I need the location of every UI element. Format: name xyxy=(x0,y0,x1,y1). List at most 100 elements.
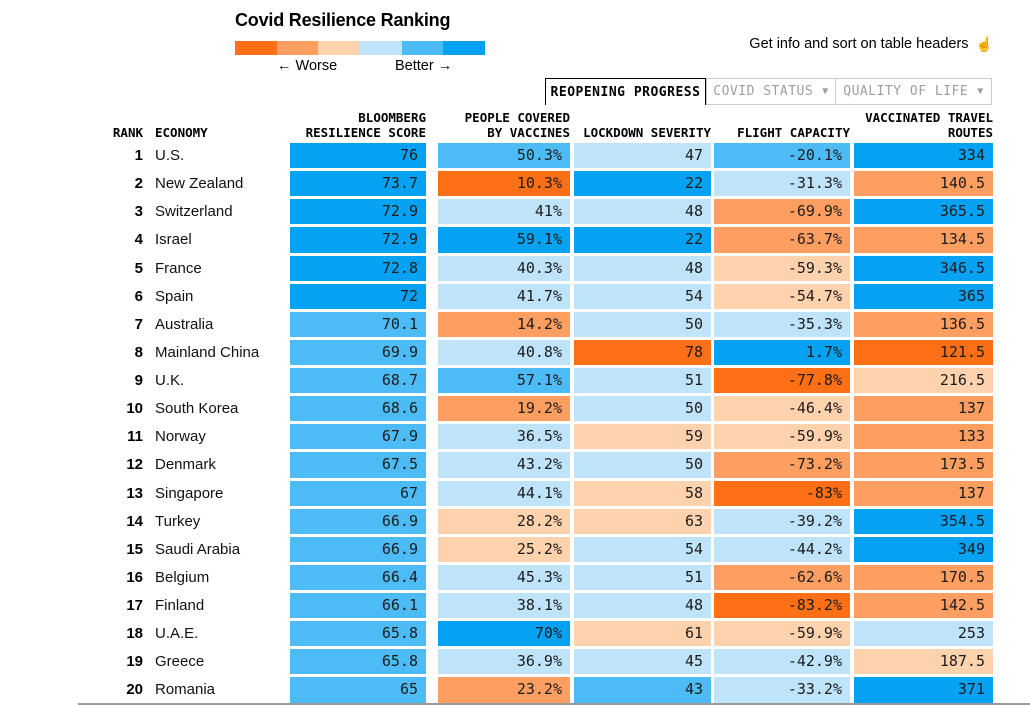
cell-flight-capacity: -77.8% xyxy=(714,368,850,394)
table-row: 11 Norway 67.9 36.5% 59 -59.9% 133 xyxy=(0,424,993,450)
cell-lockdown-severity: 58 xyxy=(574,480,711,506)
cell-slot: 65.8 xyxy=(290,649,426,675)
economy-name: Finland xyxy=(155,597,205,614)
cell-lockdown-severity: 51 xyxy=(574,564,711,591)
cell-flight-capacity: 1.7% xyxy=(714,339,850,366)
cell-vaccinated-travel-routes: 136.5 xyxy=(854,311,993,337)
cell-people-covered-by-vaccines: 25.2% xyxy=(438,536,570,562)
legend-color-swatch xyxy=(443,41,486,55)
cell-slot: 68.7 xyxy=(290,368,426,394)
cell-slot: 67.9 xyxy=(290,424,426,450)
cell-slot: 45.3% xyxy=(426,564,570,591)
col-header-rank[interactable]: RANK xyxy=(112,124,143,140)
cell-slot: 142.5 xyxy=(850,593,993,619)
economy-name: Australia xyxy=(155,315,214,333)
cell-slot: 50 xyxy=(570,311,711,337)
cell-vaccinated-travel-routes: 365 xyxy=(854,283,993,309)
cell-slot: -44.2% xyxy=(711,536,850,562)
cell-resilience-score: 67.5 xyxy=(290,452,426,478)
cell-vaccinated-travel-routes: 134.5 xyxy=(854,227,993,253)
cell-lockdown-severity: 22 xyxy=(574,171,711,197)
cell-slot: 187.5 xyxy=(850,649,993,675)
cell-lockdown-severity: 48 xyxy=(574,199,711,225)
cell-lockdown-severity: 54 xyxy=(574,283,711,309)
cell-resilience-score: 70.1 xyxy=(290,311,426,337)
cell-slot: 51 xyxy=(570,564,711,591)
rank-value: 18 xyxy=(126,625,143,643)
col-header-resilience-score[interactable]: BLOOMBERG RESILIENCE SCORE xyxy=(305,110,426,140)
cell-flight-capacity: -83.2% xyxy=(714,593,850,619)
rank-value: 11 xyxy=(127,428,143,446)
cell-people-covered-by-vaccines: 23.2% xyxy=(438,677,570,703)
cell-flight-capacity: -44.2% xyxy=(714,536,850,562)
col-header-lockdown-severity[interactable]: LOCKDOWN SEVERITY xyxy=(583,124,711,140)
cell-slot: -59.3% xyxy=(711,255,850,281)
cell-resilience-score: 66.4 xyxy=(290,564,426,591)
cell-lockdown-severity: 50 xyxy=(574,311,711,337)
col-header-people-covered-by-vaccines[interactable]: PEOPLE COVERED BY VACCINES xyxy=(464,110,570,140)
legend-color-swatch xyxy=(235,41,277,55)
cell-people-covered-by-vaccines: 38.1% xyxy=(438,593,570,619)
table-row: 6 Spain 72 41.7% 54 -54.7% 365 xyxy=(0,283,993,309)
cell-slot: 70.1 xyxy=(290,311,426,337)
tab-covid-status[interactable]: COVID STATUS ▼ xyxy=(706,78,836,105)
cell-flight-capacity: -33.2% xyxy=(714,677,850,703)
cell-resilience-score: 76 xyxy=(290,143,426,169)
cell-people-covered-by-vaccines: 28.2% xyxy=(438,508,570,534)
col-header-economy[interactable]: ECONOMY xyxy=(155,124,208,140)
table-row: 18 U.A.E. 65.8 70% 61 -59.9% 253 xyxy=(0,621,993,647)
rank-value: 15 xyxy=(126,540,143,558)
cell-slot: 59 xyxy=(570,424,711,450)
tab-quality-of-life[interactable]: QUALITY OF LIFE ▼ xyxy=(835,78,992,105)
legend-color-swatch xyxy=(360,41,402,55)
cell-slot: 1.7% xyxy=(711,339,850,366)
cell-slot: 346.5 xyxy=(850,255,993,281)
legend-color-swatch xyxy=(318,41,361,55)
cell-slot: 50 xyxy=(570,396,711,422)
cell-flight-capacity: -31.3% xyxy=(714,171,850,197)
cell-slot: 61 xyxy=(570,621,711,647)
cell-slot: -63.7% xyxy=(711,227,850,253)
cell-flight-capacity: -83% xyxy=(714,480,850,506)
cell-resilience-score: 69.9 xyxy=(290,339,426,366)
cell-vaccinated-travel-routes: 334 xyxy=(854,143,993,169)
economy-name: South Korea xyxy=(155,400,239,418)
cell-lockdown-severity: 59 xyxy=(574,424,711,450)
cell-vaccinated-travel-routes: 253 xyxy=(854,621,993,647)
cell-people-covered-by-vaccines: 57.1% xyxy=(438,368,570,394)
table-row: 9 U.K. 68.7 57.1% 51 -77.8% 216.5 xyxy=(0,368,993,394)
legend-color-swatch xyxy=(276,41,319,55)
cell-people-covered-by-vaccines: 40.8% xyxy=(438,339,570,366)
cell-slot: 41% xyxy=(426,199,570,225)
cell-slot: -42.9% xyxy=(711,649,850,675)
cell-vaccinated-travel-routes: 142.5 xyxy=(854,593,993,619)
col-header-vaccinated-travel-routes[interactable]: VACCINATED TRAVEL ROUTES xyxy=(865,110,993,140)
cell-slot: 44.1% xyxy=(426,480,570,506)
cell-flight-capacity: -54.7% xyxy=(714,283,850,309)
cell-slot: 72 xyxy=(290,283,426,309)
cell-people-covered-by-vaccines: 41.7% xyxy=(438,283,570,309)
economy-name: Mainland China xyxy=(155,343,260,361)
cell-slot: 354.5 xyxy=(850,508,993,534)
cell-slot: 76 xyxy=(290,143,426,169)
cell-flight-capacity: -20.1% xyxy=(714,143,850,169)
economy-name: Spain xyxy=(155,287,194,305)
tap-icon: ☝ xyxy=(975,36,993,52)
cell-slot: 334 xyxy=(850,143,993,169)
cell-slot: 10.3% xyxy=(426,171,570,197)
col-header-flight-capacity[interactable]: FLIGHT CAPACITY xyxy=(737,124,850,140)
economy-name: Switzerland xyxy=(155,203,233,221)
cell-slot: 47 xyxy=(570,143,711,169)
rank-value: 6 xyxy=(134,287,143,305)
cell-slot: 59.1% xyxy=(426,227,570,253)
cell-slot: 66.4 xyxy=(290,564,426,591)
cell-vaccinated-travel-routes: 173.5 xyxy=(854,452,993,478)
economy-name: Saudi Arabia xyxy=(155,540,241,558)
cell-resilience-score: 67.9 xyxy=(290,424,426,450)
cell-slot: -83.2% xyxy=(711,593,850,619)
cell-vaccinated-travel-routes: 216.5 xyxy=(854,368,993,394)
economy-name: Belgium xyxy=(155,568,210,586)
tab-reopening-progress[interactable]: REOPENING PROGRESS xyxy=(545,78,706,105)
cell-people-covered-by-vaccines: 45.3% xyxy=(438,564,570,591)
table-row: 3 Switzerland 72.9 41% 48 -69.9% 365.5 xyxy=(0,199,993,225)
